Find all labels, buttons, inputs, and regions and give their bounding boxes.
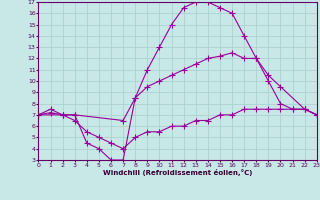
X-axis label: Windchill (Refroidissement éolien,°C): Windchill (Refroidissement éolien,°C) <box>103 169 252 176</box>
